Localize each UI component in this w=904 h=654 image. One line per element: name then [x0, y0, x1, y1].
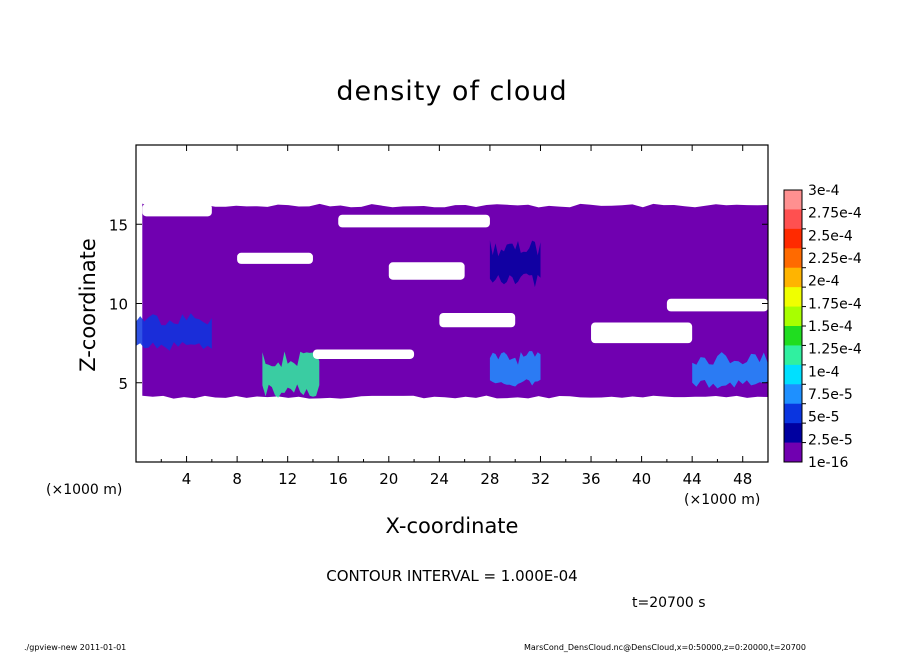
x-tick-label: 32: [531, 470, 550, 488]
x-tick-label: 8: [232, 470, 242, 488]
x-tick-label: 44: [683, 470, 702, 488]
colorbar-label: 1.5e-4: [808, 319, 853, 335]
cloud-gap: [338, 214, 490, 228]
contour-interval-label: CONTOUR INTERVAL = 1.000E-04: [326, 567, 578, 585]
cloud-gap: [591, 322, 693, 344]
x-tick-label: 36: [581, 470, 600, 488]
colorbar-label: 5e-5: [808, 410, 839, 426]
colorbar-swatch: [784, 442, 802, 463]
colorbar-swatch: [784, 248, 802, 269]
colorbar-label: 1e-16: [808, 455, 848, 471]
colorbar-swatch: [784, 190, 802, 210]
x-tick-label: 12: [278, 470, 297, 488]
x-tick-label: 48: [733, 470, 752, 488]
colorbar-label: 2.5e-4: [808, 228, 853, 244]
x-axis-unit-right: (×1000 m): [684, 492, 761, 508]
x-tick-label: 24: [430, 470, 449, 488]
cloud-region: [692, 352, 768, 389]
colorbar-label: 2e-4: [808, 274, 840, 290]
cloud-region: [489, 240, 541, 288]
colorbar-label: 3e-4: [808, 183, 840, 199]
colorbar-swatch: [784, 228, 802, 249]
colorbar-swatch: [784, 209, 802, 230]
colorbar-swatch: [784, 384, 802, 405]
cloud-region: [142, 203, 768, 399]
cloud-region: [489, 351, 541, 387]
colorbar-label: 1.25e-4: [808, 342, 862, 358]
x-axis-unit-left: (×1000 m): [46, 482, 123, 498]
colorbar-swatch: [784, 287, 802, 308]
x-tick-label: 40: [632, 470, 651, 488]
colorbar-swatch: [784, 306, 802, 327]
colorbar-swatch: [784, 345, 802, 366]
colorbar: 3e-4 2.75e-4 2.5e-4 2.25e-4 2e-4 1.75e-4 1.5e-…: [783, 183, 862, 471]
x-tick-label: 16: [329, 470, 348, 488]
cloud-gap: [142, 203, 212, 217]
x-tick-label: 4: [182, 470, 192, 488]
colorbar-swatch: [784, 423, 802, 444]
footer-left-text: ./gpview-new 2011-01-01: [24, 643, 127, 652]
x-axis-label: X-coordinate: [385, 514, 519, 538]
cloud-gap: [237, 252, 313, 264]
chart-title: density of cloud: [336, 76, 568, 107]
colorbar-swatch: [784, 364, 802, 385]
time-label: t=20700 s: [632, 595, 706, 611]
cloud-gap: [666, 298, 768, 312]
colorbar-swatch: [784, 267, 802, 288]
colorbar-label: 1e-4: [808, 364, 840, 380]
x-tick-label: 20: [379, 470, 398, 488]
cloud-region: [262, 351, 320, 398]
y-tick-label: 5: [118, 375, 128, 393]
footer-right-text: MarsCond_DensCloud.nc@DensCloud,x=0:5000…: [524, 643, 806, 652]
colorbar-swatch: [784, 326, 802, 346]
y-tick-label: 10: [109, 296, 128, 314]
y-tick-label: 15: [109, 216, 128, 234]
colorbar-label: 7.5e-5: [808, 387, 853, 403]
cloud-region: [136, 313, 212, 351]
colorbar-label: 1.75e-4: [808, 296, 862, 312]
cloud-gap: [312, 349, 415, 359]
colorbar-swatch: [784, 403, 802, 424]
x-tick-label: 28: [480, 470, 499, 488]
colorbar-label: 2.25e-4: [808, 251, 862, 267]
colorbar-label: 2.5e-5: [808, 432, 853, 448]
density-field: [136, 203, 768, 399]
cloud-gap: [388, 262, 465, 280]
colorbar-label: 2.75e-4: [808, 206, 862, 222]
cloud-gap: [439, 313, 516, 328]
